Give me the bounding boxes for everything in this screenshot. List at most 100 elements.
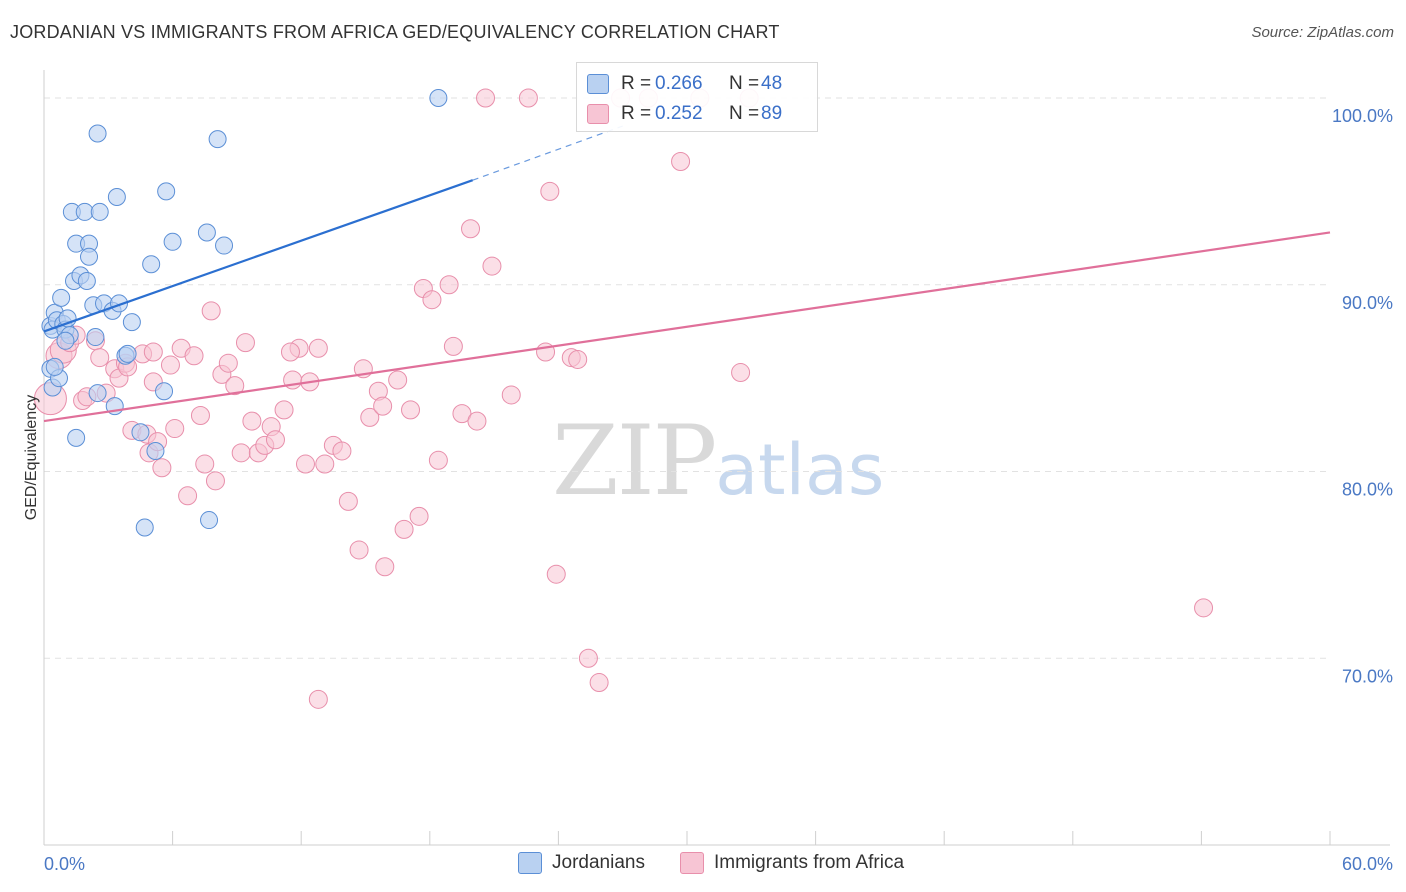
africa-point <box>568 349 588 369</box>
legend-item-africa[interactable]: Immigrants from Africa <box>680 852 904 874</box>
africa-point <box>589 673 609 693</box>
legend-swatch-pink <box>680 852 704 874</box>
legend-swatch-blue <box>587 74 609 94</box>
africa-point <box>578 648 598 668</box>
africa-point <box>394 519 414 539</box>
africa-point <box>443 336 463 356</box>
chart-title: JORDANIAN VS IMMIGRANTS FROM AFRICA GED/… <box>10 22 780 42</box>
jordanian-point <box>200 511 219 530</box>
africa-point <box>375 557 395 577</box>
africa-point <box>308 689 328 709</box>
africa-point <box>388 370 408 390</box>
africa-point <box>332 441 352 461</box>
legend-n-label: N = <box>729 73 760 94</box>
africa-point <box>349 540 369 560</box>
africa-point <box>90 348 110 368</box>
africa-point <box>201 301 221 321</box>
legend-n-value: 89 <box>761 103 783 124</box>
source-label: Source: ZipAtlas.com <box>1251 24 1394 41</box>
legend-row-africa: R = 0.252 N = 89 <box>587 99 782 129</box>
y-tick-label: 70.0% <box>1342 666 1393 686</box>
watermark-zip: ZIP <box>552 405 717 517</box>
jordanian-point <box>88 384 107 403</box>
africa-point <box>439 275 459 295</box>
jordanian-point <box>163 232 182 251</box>
series-legend: Jordanians Immigrants from Africa <box>0 852 1406 878</box>
jordanian-point <box>155 382 174 401</box>
africa-point <box>731 363 751 383</box>
africa-point <box>308 338 328 358</box>
legend-r-value: 0.252 <box>655 103 703 124</box>
africa-point <box>218 353 238 373</box>
jordanian-point <box>215 236 234 255</box>
africa-point <box>422 290 442 310</box>
legend-r-label: R = <box>621 103 652 124</box>
africa-point <box>1194 598 1214 618</box>
jordanian-point <box>107 187 126 206</box>
jordanian-point <box>86 328 105 347</box>
y-tick-label: 90.0% <box>1342 293 1393 313</box>
x-tick-label: 0.0% <box>44 854 85 874</box>
jordanian-point <box>146 441 165 460</box>
legend-n-value: 48 <box>761 73 783 94</box>
y-tick-label: 100.0% <box>1332 106 1393 126</box>
africa-point <box>518 88 538 108</box>
axes <box>43 70 1390 846</box>
africa-points <box>33 88 1214 709</box>
y-tick-label: 80.0% <box>1342 480 1393 500</box>
africa-point <box>235 333 255 353</box>
jordanian-point <box>157 182 176 201</box>
legend-row-jordanians: R = 0.266 N = 48 <box>587 69 782 99</box>
watermark-atlas: atlas <box>715 429 885 511</box>
africa-point <box>143 342 163 362</box>
africa-point <box>274 400 294 420</box>
africa-point <box>165 419 185 439</box>
africa-point <box>160 355 180 375</box>
jordanian-point <box>88 124 107 143</box>
jordanian-point <box>208 130 227 149</box>
jordanian-point <box>135 518 154 537</box>
jordanian-trend-line <box>43 179 474 333</box>
africa-point <box>280 342 300 362</box>
jordanian-point <box>197 223 216 242</box>
africa-point <box>373 396 393 416</box>
watermark: ZIPatlas <box>552 405 884 517</box>
africa-point <box>482 256 502 276</box>
legend-r-label: R = <box>621 73 652 94</box>
jordanian-point <box>118 344 137 363</box>
africa-point <box>476 88 496 108</box>
trend-lines <box>43 125 1331 423</box>
jordanian-point <box>131 423 150 442</box>
africa-point <box>409 506 429 526</box>
jordanian-point <box>75 202 94 221</box>
africa-point <box>428 450 448 470</box>
africa-trend-line <box>43 231 1331 423</box>
legend-item-jordanians[interactable]: Jordanians <box>518 852 645 874</box>
legend-swatch-blue <box>518 852 542 874</box>
legend-swatch-pink <box>587 104 609 124</box>
jordanian-point <box>429 89 448 108</box>
legend-r-value: 0.266 <box>655 73 703 94</box>
jordanian-point <box>122 313 141 332</box>
jordanian-point <box>45 357 64 376</box>
tick-labels: 70.0% 80.0% 90.0% 100.0% 0.0% 60.0% <box>44 106 1393 874</box>
africa-point <box>225 376 245 396</box>
jordanian-points <box>41 89 448 537</box>
africa-point <box>152 458 172 478</box>
africa-point <box>265 430 285 450</box>
africa-point <box>501 385 521 405</box>
africa-point <box>184 346 204 366</box>
africa-point <box>540 181 560 201</box>
africa-point <box>546 564 566 584</box>
africa-point <box>190 405 210 425</box>
jordanian-point <box>110 294 129 313</box>
africa-point <box>205 471 225 491</box>
africa-point <box>242 411 262 431</box>
africa-point <box>671 152 691 172</box>
jordanian-point <box>77 272 96 291</box>
africa-point <box>231 443 251 463</box>
y-axis-label: GED/Equivalency <box>23 395 40 520</box>
x-tick-label: 60.0% <box>1342 854 1393 874</box>
legend-n-label: N = <box>729 103 760 124</box>
